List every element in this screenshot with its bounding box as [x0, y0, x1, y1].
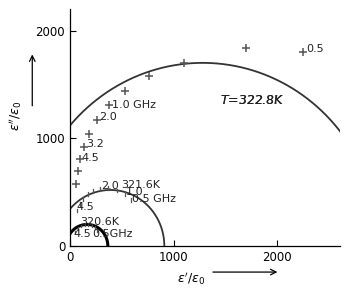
Text: $T$=322.8K: $T$=322.8K [220, 94, 285, 107]
Text: $\it{T}$=322.8K: $\it{T}$=322.8K [220, 94, 284, 107]
Text: $\varepsilon'$/$\varepsilon_0$: $\varepsilon'$/$\varepsilon_0$ [177, 271, 205, 287]
Text: 1.0 GHz: 1.0 GHz [112, 100, 156, 110]
Text: 0.5GHz: 0.5GHz [92, 229, 132, 238]
Text: 0.5: 0.5 [306, 44, 324, 54]
Text: 320.6K: 320.6K [80, 217, 119, 227]
Text: 2.0: 2.0 [99, 112, 117, 122]
Text: 3.2: 3.2 [86, 139, 104, 149]
Text: 4.5: 4.5 [77, 202, 95, 212]
Text: 4.5: 4.5 [82, 153, 100, 163]
Text: 1.0: 1.0 [126, 187, 144, 197]
Text: 2.0: 2.0 [101, 181, 119, 191]
Text: 4.5: 4.5 [73, 229, 91, 238]
Text: 321.6K: 321.6K [121, 180, 160, 190]
Text: 0.5 GHz: 0.5 GHz [132, 194, 176, 204]
Text: $\varepsilon''$/$\varepsilon_0$: $\varepsilon''$/$\varepsilon_0$ [8, 100, 25, 131]
